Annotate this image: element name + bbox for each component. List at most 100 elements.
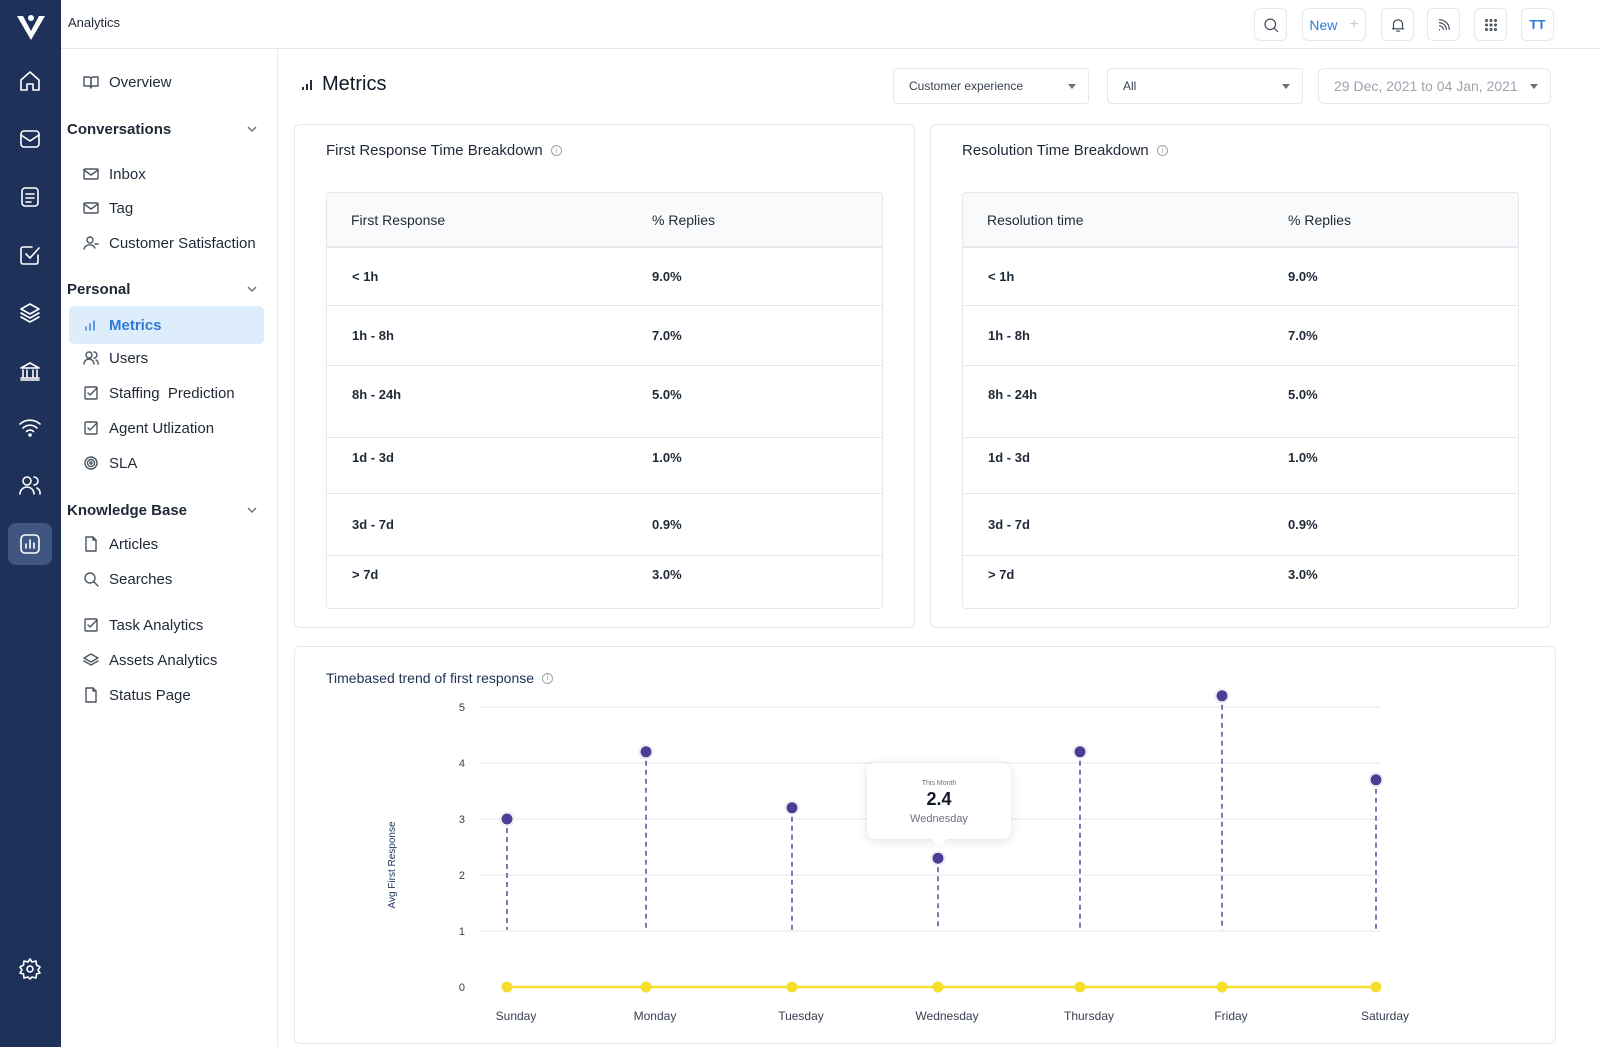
sidebar-item-task-analytics[interactable]: Task Analytics bbox=[69, 608, 264, 642]
layers-icon[interactable] bbox=[8, 292, 52, 334]
tooltip-day: Wednesday bbox=[910, 813, 968, 825]
section-title: Conversations bbox=[67, 120, 172, 138]
scope-select-value: All bbox=[1123, 79, 1137, 93]
section-knowledge-base[interactable]: Knowledge Base bbox=[67, 497, 259, 523]
row-value: 0.9% bbox=[1288, 517, 1318, 532]
checkbox-icon bbox=[84, 421, 98, 435]
user-icon bbox=[83, 236, 99, 250]
mail-icon bbox=[83, 168, 99, 180]
sidebar-item-metrics[interactable]: Metrics bbox=[69, 306, 264, 344]
info-icon[interactable]: i bbox=[542, 672, 554, 684]
sidebar-item-searches[interactable]: Searches bbox=[69, 562, 264, 596]
table-row: 8h - 24h 5.0% bbox=[327, 366, 882, 438]
y-tick-label: 1 bbox=[459, 926, 465, 938]
row-value: 5.0% bbox=[1288, 387, 1318, 402]
sidebar-item-label: Users bbox=[109, 349, 149, 367]
table-row: 1h - 8h 7.0% bbox=[327, 306, 882, 366]
section-personal[interactable]: Personal bbox=[67, 276, 259, 302]
wifi-icon[interactable] bbox=[8, 406, 52, 448]
document-icon[interactable] bbox=[8, 176, 52, 218]
logo-icon[interactable] bbox=[14, 10, 48, 44]
sidebar-item-tag[interactable]: Tag bbox=[69, 191, 264, 225]
sidebar-item-label: Staffing Prediction bbox=[109, 384, 235, 402]
section-title: Personal bbox=[67, 280, 131, 298]
sidebar-item-status-page[interactable]: Status Page bbox=[69, 678, 264, 712]
bar-chart-icon bbox=[85, 320, 95, 331]
check-icon[interactable] bbox=[8, 234, 52, 276]
settings-icon[interactable] bbox=[8, 948, 52, 990]
main-content: Metrics Customer experience All 29 Dec, … bbox=[278, 49, 1600, 1047]
notifications-button[interactable] bbox=[1381, 8, 1414, 41]
sidebar-item-label: Tag bbox=[109, 199, 134, 217]
row-value: 5.0% bbox=[652, 387, 682, 402]
table-row: < 1h 9.0% bbox=[327, 248, 882, 306]
data-point bbox=[501, 813, 513, 825]
checkbox-icon bbox=[84, 618, 98, 632]
user-avatar[interactable]: TT bbox=[1521, 8, 1554, 41]
chevron-down-icon bbox=[247, 286, 257, 293]
sidebar-item-staffing-prediction[interactable]: Staffing Prediction bbox=[69, 376, 264, 410]
y-tick-label: 0 bbox=[459, 982, 465, 994]
baseline-point bbox=[932, 981, 944, 993]
search-icon bbox=[84, 572, 99, 587]
new-button[interactable]: New + bbox=[1302, 8, 1366, 41]
sidebar-item-assets-analytics[interactable]: Assets Analytics bbox=[69, 643, 264, 677]
category-select-value: Customer experience bbox=[909, 79, 1024, 93]
table-row: > 7d 3.0% bbox=[327, 556, 882, 606]
layers-icon bbox=[83, 653, 99, 666]
sidebar: Overview Conversations Inbox Tag Custome… bbox=[61, 49, 278, 1047]
info-icon[interactable]: i bbox=[550, 145, 562, 156]
y-tick-label: 3 bbox=[459, 814, 465, 826]
home-icon[interactable] bbox=[8, 60, 52, 102]
trend-chart-card: Timebased trend of first response i 0 1 2 3… bbox=[294, 646, 1556, 1044]
baseline-point bbox=[1074, 981, 1086, 993]
bank-icon[interactable] bbox=[8, 350, 52, 392]
file-icon bbox=[85, 687, 97, 703]
row-value: 3.0% bbox=[1288, 566, 1318, 582]
sidebar-item-label: Metrics bbox=[109, 316, 162, 334]
broadcast-button[interactable] bbox=[1427, 8, 1460, 41]
row-label: < 1h bbox=[988, 269, 1015, 284]
sidebar-item-users[interactable]: Users bbox=[69, 341, 264, 375]
sidebar-item-customer-satisfaction[interactable]: Customer Satisfaction bbox=[69, 226, 264, 260]
plus-icon: + bbox=[1349, 15, 1359, 33]
icon-rail bbox=[0, 0, 61, 1047]
users-icon[interactable] bbox=[8, 464, 52, 506]
caret-down-icon bbox=[1282, 83, 1290, 89]
new-button-label: New bbox=[1309, 16, 1338, 33]
first-response-table: First Response % Replies < 1h 9.0% 1h - 8… bbox=[326, 192, 883, 609]
sidebar-item-articles[interactable]: Articles bbox=[69, 527, 264, 561]
sidebar-item-sla[interactable]: SLA bbox=[69, 446, 264, 480]
scope-select[interactable]: All bbox=[1107, 68, 1303, 104]
data-point bbox=[1370, 774, 1382, 786]
sidebar-item-label: Status Page bbox=[109, 686, 191, 704]
book-icon bbox=[83, 76, 99, 89]
section-conversations[interactable]: Conversations bbox=[67, 116, 259, 142]
data-point bbox=[1074, 746, 1086, 758]
info-icon[interactable]: i bbox=[1156, 145, 1168, 156]
row-value: 1.0% bbox=[1288, 450, 1318, 465]
apps-button[interactable] bbox=[1474, 8, 1507, 41]
search-button[interactable] bbox=[1254, 8, 1287, 41]
row-label: 1h - 8h bbox=[352, 328, 394, 343]
data-point bbox=[640, 746, 652, 758]
chevron-down-icon bbox=[247, 126, 257, 133]
sidebar-item-label: Assets Analytics bbox=[109, 651, 218, 669]
sidebar-item-label: SLA bbox=[109, 454, 138, 472]
bell-icon bbox=[1390, 18, 1405, 32]
file-icon bbox=[85, 536, 97, 552]
sidebar-item-agent-utilization[interactable]: Agent Utlization bbox=[69, 411, 264, 445]
category-select[interactable]: Customer experience bbox=[893, 68, 1089, 104]
sidebar-item-overview[interactable]: Overview bbox=[69, 65, 264, 99]
resolution-table: Resolution time % Replies < 1h 9.0% 1h - … bbox=[962, 192, 1519, 609]
row-label: 3d - 7d bbox=[352, 517, 394, 532]
date-range-select[interactable]: 29 Dec, 2021 to 04 Jan, 2021 bbox=[1318, 68, 1551, 104]
table-row: > 7d 3.0% bbox=[963, 556, 1518, 606]
analytics-icon[interactable] bbox=[8, 523, 52, 565]
sidebar-item-inbox[interactable]: Inbox bbox=[69, 157, 264, 191]
card-title: First Response Time Breakdown i bbox=[326, 142, 562, 159]
table-row: 1h - 8h 7.0% bbox=[963, 306, 1518, 366]
y-tick-label: 5 bbox=[459, 702, 465, 714]
row-label: > 7d bbox=[352, 566, 379, 582]
mail-icon[interactable] bbox=[8, 118, 52, 160]
